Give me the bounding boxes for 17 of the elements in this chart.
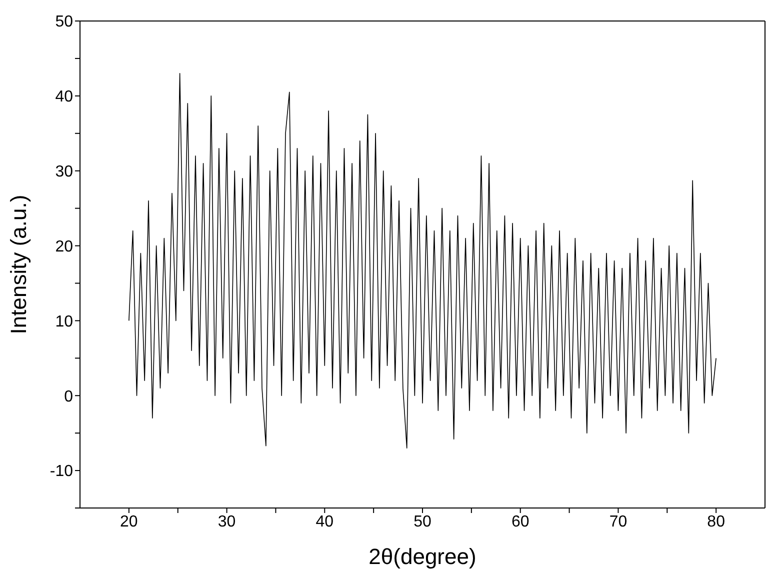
y-tick-label: 50 [55,14,74,31]
x-tick-label: 80 [707,513,726,530]
x-tick-label: 60 [511,513,530,530]
x-tick-label: 40 [316,513,334,530]
x-tick-label: 50 [414,513,432,530]
y-tick-label: 20 [55,238,74,256]
y-tick-label: -10 [50,463,74,480]
y-axis-title: Intensity (a.u.) [6,194,31,334]
y-tick-label: 10 [55,313,74,330]
line-series [128,73,716,448]
x-axis-title: 2θ(degree) [368,544,476,569]
y-tick-label: 0 [64,388,74,406]
x-tick-label: 70 [609,513,628,530]
y-tick-label: 30 [55,164,74,181]
x-tick-label: 30 [218,513,236,530]
x-tick-label: 20 [120,513,138,530]
y-tick-label: 40 [55,88,74,106]
